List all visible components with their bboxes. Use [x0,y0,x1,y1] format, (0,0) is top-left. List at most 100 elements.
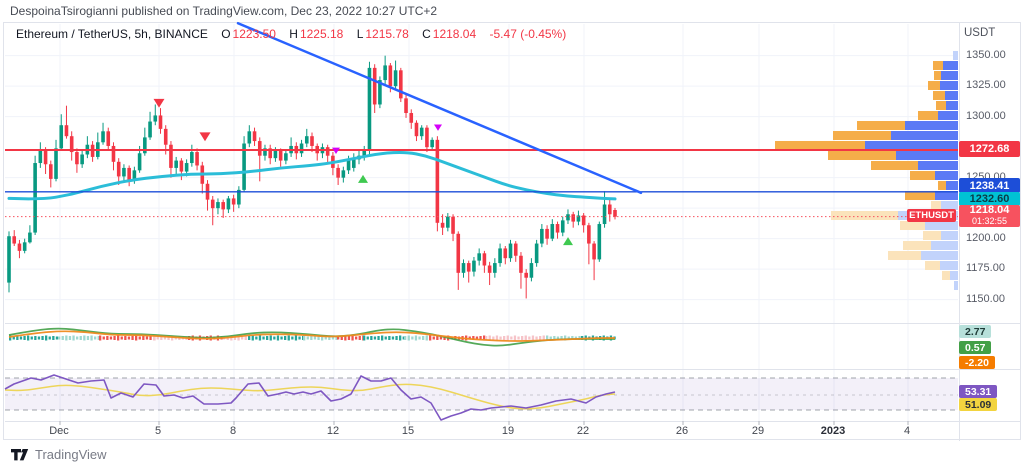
candle-body [472,260,476,272]
indicator1-histogram-bar [237,335,240,341]
indicator1-histogram-bar [244,336,247,340]
indicator1-histogram-bar [411,336,414,340]
time-tick-label: 26 [675,425,689,437]
indicator1-histogram-bar [131,336,134,340]
candle-body [560,220,565,233]
candle-body [210,199,215,209]
indicator1-histogram-bar [488,335,491,341]
indicator1-histogram-bar [404,336,407,340]
indicator1-histogram-bar [30,336,33,340]
candle-body [540,228,544,244]
candle-body [216,202,220,209]
indicator2-pane [4,374,616,421]
indicator1-histogram-bar [19,336,23,340]
rsi-band-fill [5,378,958,410]
tradingview-attribution[interactable]: TradingView [10,447,107,462]
time-tick-label: Dec [49,425,69,437]
volume-profile-row [931,241,958,250]
indicator1-orange-line [8,330,615,342]
candle-body [534,243,539,264]
indicator1-histogram-bar [37,336,41,340]
support-price-badge: 1238.41 [959,178,1020,193]
symbol-tag[interactable]: ETHUSDT [907,209,956,222]
descending-trendline [236,21,643,195]
indicator1-histogram-bar [52,336,55,340]
candle-body [75,152,79,165]
tradingview-brand-text: TradingView [35,447,107,462]
indicator1-histogram-bar [55,336,59,340]
candle-body [597,224,602,260]
chart-canvas[interactable] [3,21,1021,441]
indicator1-histogram-bar [9,335,12,341]
candle-body [127,167,131,181]
candle-body [461,263,466,273]
candle-body [122,167,126,177]
time-tick-label: 15 [401,425,415,437]
volume-profile-row [934,71,941,80]
symbol-legend[interactable]: Ethereum / TetherUS, 5h, BINANCE O 1223.5… [16,27,568,41]
indicator1-histogram-bar [163,336,167,340]
indicator1-histogram-bar [310,336,313,340]
indicator1-histogram-bar [483,335,486,341]
candle-body [231,198,236,205]
indicator1-histogram-bar [262,336,265,340]
indicator1-histogram-bar [324,336,327,340]
indicator1-histogram-bar [506,335,509,341]
indicator1-histogram-bar [524,335,527,341]
candle-body [508,243,513,259]
indicator1-pane [8,327,616,347]
candle-body [132,170,137,181]
indicator1-histogram-bar [402,336,405,340]
indicator1-histogram-bar [475,336,479,340]
indicator1-histogram-bar [370,336,373,340]
volume-profile-row [938,111,958,120]
indicator1-histogram-bar [294,335,298,341]
candle-body [487,265,492,273]
indicator1-histogram-bar [335,336,338,340]
indicator1-histogram-bar [72,335,75,341]
indicator1-histogram-bar [34,336,37,340]
rsi-yellow-line [4,383,616,410]
candle-body [263,148,267,156]
candle-body [493,263,497,273]
pane-separators [5,23,1021,441]
indicator1-histogram-bar [48,336,51,340]
indicator1-histogram-bar [517,336,520,340]
indicator1-histogram-bar [479,336,482,340]
indicator1-histogram-bar [418,336,421,340]
indicator1-histogram-bar [321,335,324,341]
time-tick-label: 22 [576,425,590,437]
time-tick-label: 29 [751,425,765,437]
indicator1-histogram-bar [86,336,90,340]
candle-body [59,125,64,149]
indicator1-histogram-bar [45,335,48,341]
candle-body [404,98,408,114]
candle-body [80,154,84,165]
indicator1-histogram-bar [251,335,254,341]
indicator1-histogram-bar [468,336,471,340]
indicator1-histogram-bar [429,335,432,341]
indicator2-value-a: 53.31 [959,385,998,398]
candle-body [43,150,48,165]
price-tick-label: 1325.00 [966,79,1006,92]
candle-body [592,243,596,260]
indicator1-histogram-bar [521,336,524,340]
indicator1-histogram-bar [287,335,290,341]
symbol-title: Ethereum / TetherUS, 5h, BINANCE [16,27,208,41]
candle-body [519,255,523,273]
volume-profile-row [946,101,958,110]
time-tick-label: 8 [229,425,237,437]
candle-body [555,224,560,233]
price-tick-label: 1350.00 [966,48,1006,61]
volume-profile-row [918,161,958,170]
low-value: 1215.78 [365,27,409,41]
time-tick-label: 2023 [820,425,846,437]
candle-body [163,128,168,145]
indicator1-histogram-bar [280,336,283,340]
candle-body [54,148,58,179]
indicator1-histogram-bar [68,336,72,340]
indicator1-histogram-bar [495,335,499,341]
time-tick-label: 5 [154,425,162,437]
candle-body [17,243,22,251]
